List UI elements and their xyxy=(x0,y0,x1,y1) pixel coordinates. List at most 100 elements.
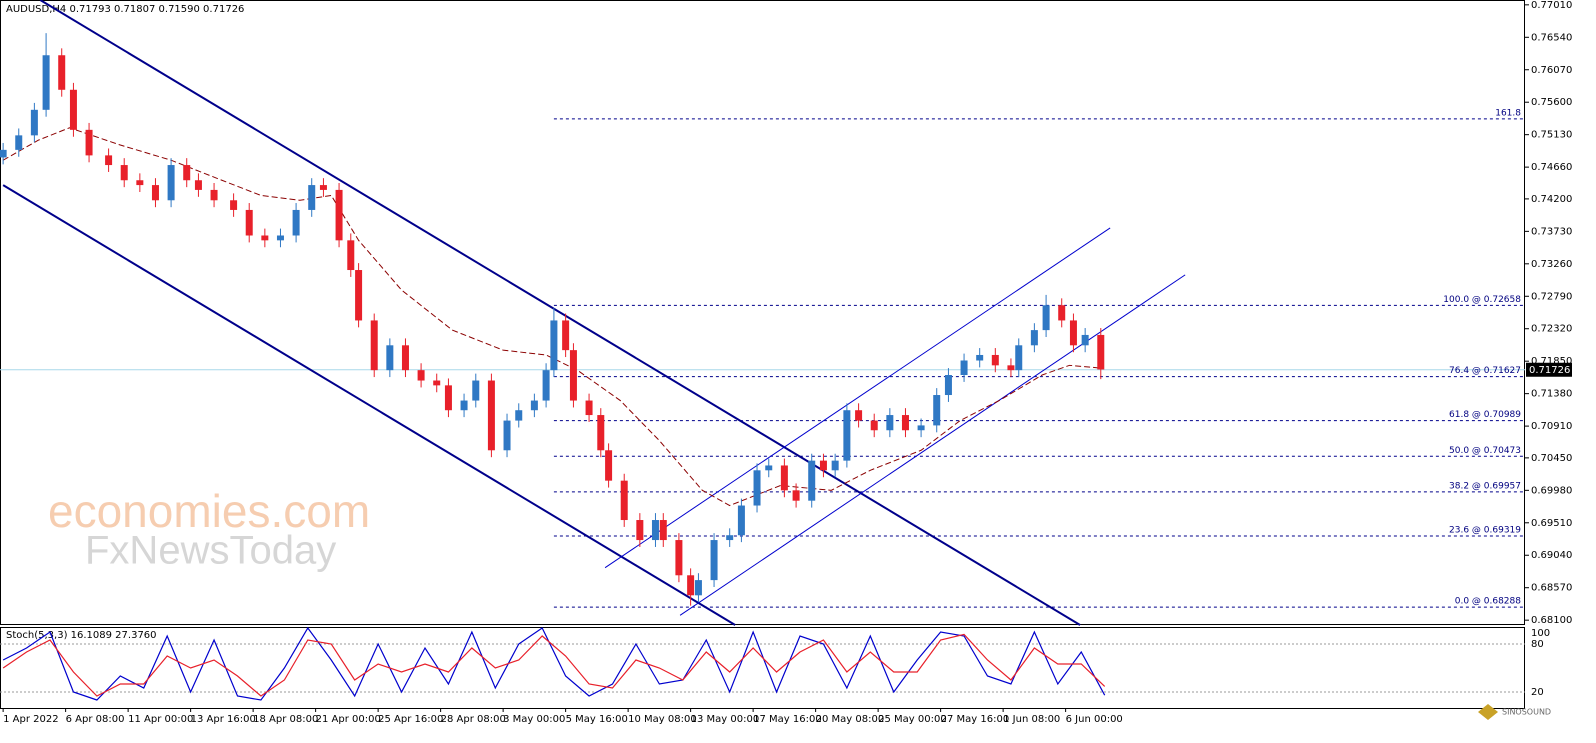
candle-body xyxy=(58,55,66,90)
candle-body xyxy=(620,480,628,521)
current-price-label: 0.71726 xyxy=(1529,365,1570,376)
candle-body xyxy=(562,320,570,351)
candle-body xyxy=(636,520,644,541)
candle-body xyxy=(550,320,558,371)
x-tick-label: 3 May 00:00 xyxy=(503,714,565,725)
x-tick-label: 28 Apr 08:00 xyxy=(441,714,506,725)
candle-body xyxy=(370,320,378,371)
main-pane-frame xyxy=(0,0,1525,625)
candle-body xyxy=(726,535,734,541)
y-tick-label: 80 xyxy=(1531,639,1544,650)
x-tick-label: 11 Apr 00:00 xyxy=(128,714,193,725)
moving-average xyxy=(2,127,1101,507)
candle-body xyxy=(355,270,363,321)
candle-body xyxy=(991,354,999,366)
candle-body xyxy=(651,520,659,541)
candle-body xyxy=(1058,305,1066,321)
watermark-text: FxNewsToday xyxy=(85,529,336,573)
candle-body xyxy=(347,240,355,271)
x-tick-label: 6 Jun 00:00 xyxy=(1066,714,1123,725)
candle-body xyxy=(831,460,839,471)
x-tick-label: 1 Jun 08:00 xyxy=(1003,714,1060,725)
stoch-pane-frame xyxy=(0,627,1525,709)
x-tick-label: 21 Apr 00:00 xyxy=(316,714,381,725)
candle-body xyxy=(843,410,851,461)
fib-label: 38.2 @ 0.69957 xyxy=(1449,481,1521,491)
candle-body xyxy=(765,465,773,471)
x-tick-label: 1 Apr 2022 xyxy=(3,714,58,725)
x-tick-label: 5 May 16:00 xyxy=(566,714,628,725)
y-tick-label: 0.71380 xyxy=(1531,389,1572,400)
candle-body xyxy=(472,380,480,401)
y-tick-label: 0.75130 xyxy=(1531,130,1572,141)
stoch-line xyxy=(2,626,1106,701)
candle-body xyxy=(276,235,284,241)
fib-label: 61.8 @ 0.70989 xyxy=(1449,410,1521,420)
logo: SINOSOUND xyxy=(1478,704,1551,720)
y-tick-label: 0.70450 xyxy=(1531,453,1572,464)
y-tick-label: 0.73730 xyxy=(1531,226,1572,237)
y-tick-label: 100 xyxy=(1531,628,1550,639)
fib-label: 161.8 xyxy=(1495,108,1521,118)
candle-body xyxy=(1015,345,1023,371)
candle-body xyxy=(1097,334,1105,370)
x-tick-label: 25 Apr 16:00 xyxy=(378,714,443,725)
candle-body xyxy=(710,540,718,581)
candle-body xyxy=(819,460,827,471)
x-tick-label: 18 Apr 08:00 xyxy=(253,714,318,725)
x-tick-label: 13 Apr 16:00 xyxy=(191,714,256,725)
y-tick-label: 0.72320 xyxy=(1531,324,1572,335)
candle-body xyxy=(417,370,425,381)
candle-body xyxy=(444,385,452,411)
candle-body xyxy=(487,380,495,451)
logo-icon xyxy=(1478,704,1498,720)
candle-body xyxy=(1007,365,1015,371)
y-tick-label: 0.76070 xyxy=(1531,65,1572,76)
candle-body xyxy=(503,420,511,451)
x-tick-label: 20 May 08:00 xyxy=(816,714,885,725)
candle-body xyxy=(694,580,702,596)
x-tick-label: 13 May 00:00 xyxy=(691,714,760,725)
candle-body xyxy=(960,360,968,375)
y-tick-label: 20 xyxy=(1531,687,1544,698)
x-tick-label: 10 May 08:00 xyxy=(628,714,697,725)
candle-body xyxy=(15,135,23,150)
stoch-line xyxy=(2,633,1106,697)
candle-body xyxy=(808,460,816,501)
candle-body xyxy=(944,375,952,396)
candle-body xyxy=(308,185,316,210)
logo-text: SINOSOUND xyxy=(1502,708,1551,717)
candle-body xyxy=(1069,320,1077,346)
candle-body xyxy=(753,470,761,506)
indicator-title: Stoch(5,3,3) 16.1089 27.3760 xyxy=(6,630,157,641)
candle-body xyxy=(136,180,144,186)
candle-body xyxy=(433,380,441,386)
candle-body xyxy=(659,520,667,541)
chart-title: AUDUSD,H4 0.71793 0.71807 0.71590 0.7172… xyxy=(6,4,244,15)
candle-body xyxy=(386,345,394,371)
y-tick-label: 0.69980 xyxy=(1531,485,1572,496)
y-tick-label: 0.75600 xyxy=(1531,97,1572,108)
candle-body xyxy=(210,189,218,201)
trendline xyxy=(2,184,736,626)
candle-body xyxy=(886,415,894,431)
fib-label: 76.4 @ 0.71627 xyxy=(1449,366,1521,376)
candle-body xyxy=(42,55,50,110)
candle-body xyxy=(737,505,745,536)
y-tick-label: 0.77010 xyxy=(1531,0,1572,11)
y-tick-label: 0.74200 xyxy=(1531,194,1572,205)
candle-body xyxy=(530,400,538,411)
candle-body xyxy=(105,155,113,166)
x-tick-label: 6 Apr 08:00 xyxy=(66,714,125,725)
candle-body xyxy=(1042,305,1050,331)
candle-body xyxy=(675,540,683,576)
y-tick-label: 0.68100 xyxy=(1531,615,1572,626)
candle-body xyxy=(605,450,613,481)
y-tick-label: 0.69040 xyxy=(1531,550,1572,561)
fib-label: 23.6 @ 0.69319 xyxy=(1449,525,1521,535)
candle-body xyxy=(69,89,77,130)
candle-body xyxy=(780,465,788,491)
candle-body xyxy=(1030,330,1038,346)
